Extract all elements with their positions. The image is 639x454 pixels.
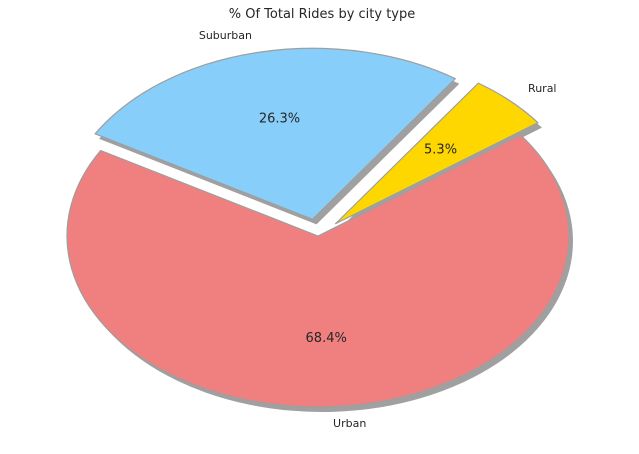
percent-label-rural: 5.3% (424, 143, 457, 158)
category-label-suburban: Suburban (199, 29, 252, 42)
label-layer: 68.4% Urban 5.3% Rural 26.3% Suburban (199, 29, 557, 430)
slice-layer (66, 47, 570, 408)
percent-label-suburban: 26.3% (259, 112, 300, 127)
pie-slice-urban (66, 134, 570, 408)
chart-title: % Of Total Rides by city type (229, 7, 416, 22)
category-label-rural: Rural (528, 82, 556, 95)
pie-slice-suburban (94, 47, 456, 220)
percent-label-urban: 68.4% (306, 331, 347, 346)
pie-slice-rural (334, 82, 539, 225)
category-label-urban: Urban (333, 417, 366, 430)
